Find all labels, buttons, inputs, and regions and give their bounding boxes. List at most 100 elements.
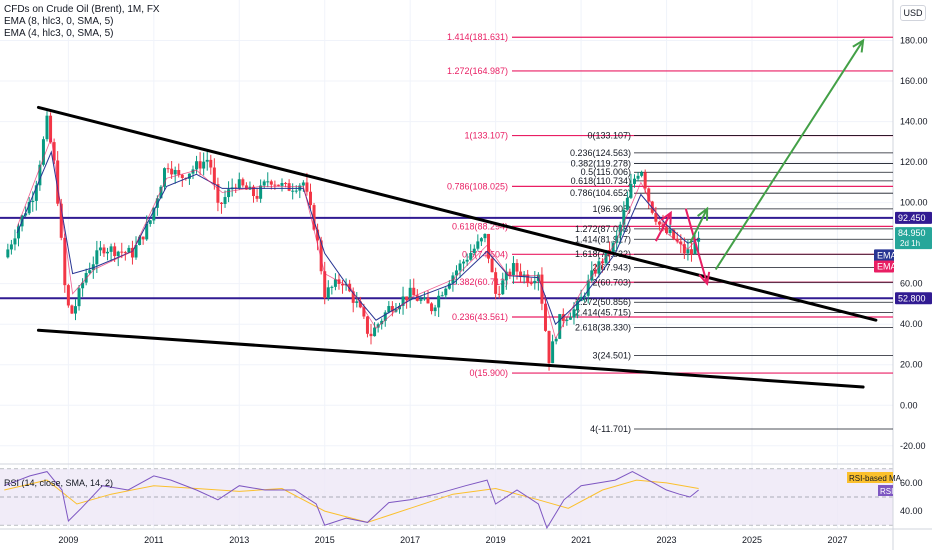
candle-body-115 [415,295,419,301]
x-tick-label-4: 2017 [400,535,420,545]
candle-body-84 [305,182,309,192]
candle-body-90 [326,287,330,298]
price-badge-label-3: EMA [877,261,897,271]
candle-body-116 [419,299,423,301]
candle-body-83 [301,182,305,186]
candle-body-177 [636,175,640,179]
rsi-ma-badge-label: RSI-based MA [849,474,902,483]
candle-body-46 [170,168,174,175]
candle-body-49 [180,174,184,178]
candle-body-191 [686,249,690,254]
candle-body-79 [287,183,291,191]
candle-body-164 [590,270,594,281]
candle-body-134 [483,233,487,239]
candle-body-26 [98,247,102,251]
rsi-badge-bg [878,485,893,496]
indicator-ema-8[interactable]: EMA (8, hlc3, 0, SMA, 5) [4,16,114,27]
projection-arrowhead-1 [698,271,711,286]
fib-right-label-7: 1.272(87.058) [575,224,631,234]
candle-body-39 [145,223,149,240]
candle-body-44 [163,168,166,187]
indicator-ema-4[interactable]: EMA (4, hlc3, 0, SMA, 5) [4,28,114,39]
candle-body-55 [202,161,206,169]
candle-body-135 [487,233,491,259]
rsi-legend[interactable]: RSI (14, close, SMA, 14, 2) [4,478,113,488]
candle-body-143 [515,263,519,272]
price-badge-bg-2 [874,249,894,262]
projection-arrowhead-2 [697,206,709,221]
candle-body-62 [227,189,231,198]
candle-body-56 [205,159,209,162]
x-tick-label-1: 2011 [144,535,163,545]
candle-body-120 [433,307,437,312]
candle-body-112 [405,296,409,301]
symbol-title[interactable]: CFDs on Crude Oil (Brent), 1M, FX [4,4,160,15]
fib-left: 1.414(181.631) 1.272(164.987) 1(133.107) 0.… [447,32,893,378]
rsi-legend-text: RSI (14, close, SMA, 14, 2) [4,478,114,488]
candle-body-155 [558,314,562,339]
candle-body-183 [657,221,661,225]
price-badge-bg-4 [895,292,932,305]
candle-body-189 [679,241,683,245]
price-badge-label-0: 92.450 [898,213,926,223]
price-badge-label-1: 84.950 [898,228,926,238]
candle-body-180 [647,188,651,202]
candle-body-65 [237,179,241,189]
candle-body-91 [330,286,334,288]
candle-body-114 [412,287,416,296]
candle-body-131 [472,248,476,253]
candle-body-193 [693,241,697,255]
candle-body-111 [401,296,405,306]
candle-body-101 [365,316,369,334]
fib-right-label-2: 0.382(119.278) [571,159,631,169]
fib-right-label-1: 0.236(124.563) [570,148,631,158]
y-tick-label-0: 180.00 [900,36,928,46]
candle-body-40 [148,220,152,224]
candle-body-77 [280,182,284,186]
candle-body-27 [102,247,106,254]
candle-body-170 [611,242,615,253]
projection-line-0 [654,212,672,242]
rsi-badge-label: RSI [880,487,893,496]
y-tick-label-10: -20.00 [900,441,926,451]
candle-body-187 [672,229,676,239]
x-tick-label-2: 2013 [229,535,249,545]
candle-body-182 [654,212,658,222]
currency-button[interactable]: USD [900,5,926,21]
fib-right-label-4: 0.618(110.734) [571,176,631,186]
candle-body-113 [408,287,412,301]
candle-body-16 [63,237,67,286]
fib-right-label-11: 2(60.703) [592,277,631,287]
trendline-1 [36,328,865,389]
rsi-ma-badge-bg [847,472,893,483]
x-tick-label-9: 2027 [827,535,847,545]
candle-body-29 [109,246,113,252]
candle-body-94 [341,283,345,286]
candle-body-11 [45,115,49,140]
candle-body-61 [223,197,227,204]
fib-right-label-14: 2.618(38.330) [575,323,631,333]
fib-right-label-13: 2.414(45.715) [575,308,631,318]
candle-body-186 [668,229,672,234]
candle-body-190 [682,244,686,254]
candle-body-45 [166,168,170,170]
candle-body-181 [650,201,654,213]
candle-body-28 [106,251,110,254]
fib-left-label-7: 0.236(43.561) [452,312,508,322]
rsi-line [4,471,699,530]
candle-body-158 [568,317,572,320]
candle-body-73 [266,181,270,183]
x-tick-label-7: 2023 [657,535,677,545]
candle-body-71 [259,185,263,199]
candle-body-130 [469,252,473,260]
chart-legend: CFDs on Crude Oil (Brent), 1M, FX EMA (8… [4,4,160,40]
price-badge-bg-3 [874,260,894,273]
candle-body-6 [27,202,31,214]
candle-body-36 [134,245,138,258]
candle-body-70 [255,196,259,199]
candle-body-126 [454,270,458,276]
fib-right-label-9: 1.618(74.532) [575,249,631,259]
candle-body-5 [24,213,28,216]
fib-right-label-5: 0.786(104.652) [570,188,631,198]
